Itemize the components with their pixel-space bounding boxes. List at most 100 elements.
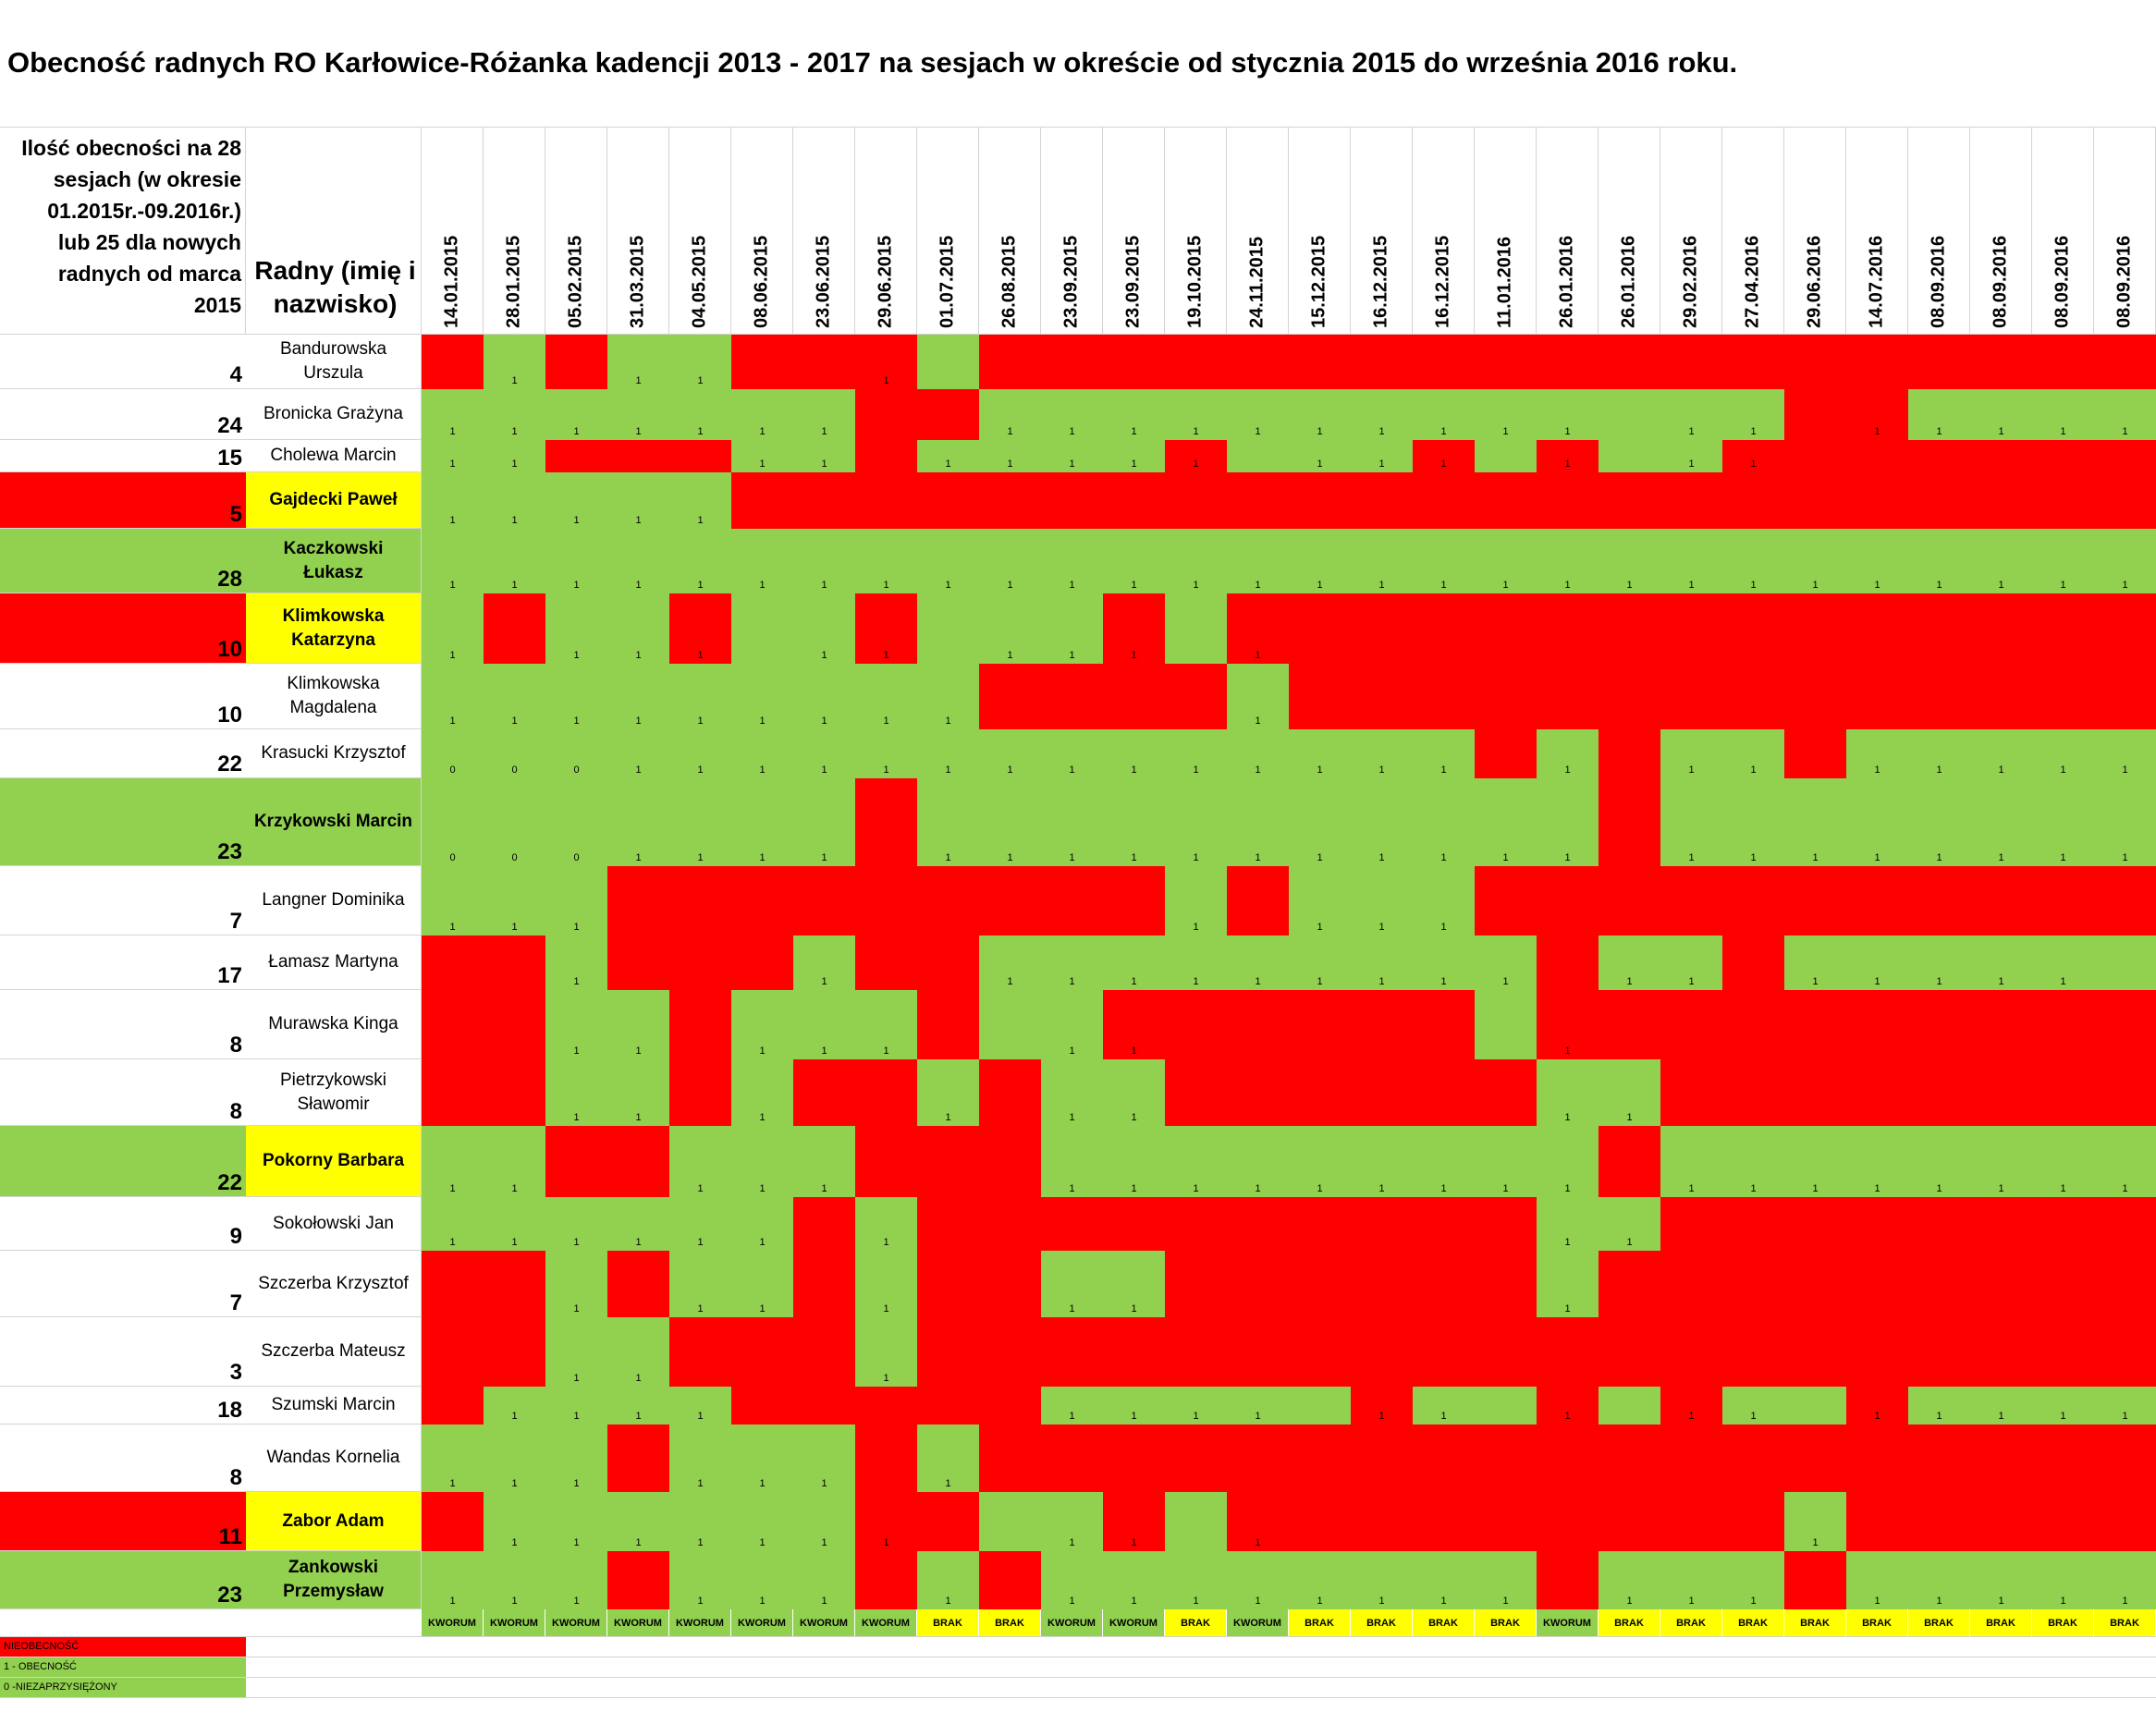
attendance-cell[interactable] bbox=[2094, 593, 2156, 664]
attendance-cell[interactable] bbox=[1722, 1492, 1784, 1551]
attendance-cell[interactable]: 1 bbox=[1227, 389, 1289, 440]
attendance-cell[interactable]: 1 bbox=[1413, 1126, 1475, 1197]
attendance-cell[interactable]: 1 bbox=[1103, 990, 1165, 1059]
attendance-cell[interactable] bbox=[1537, 335, 1599, 389]
attendance-cell[interactable] bbox=[2094, 935, 2156, 990]
attendance-cell[interactable] bbox=[1475, 866, 1537, 935]
attendance-cell[interactable] bbox=[1722, 1317, 1784, 1387]
attendance-cell[interactable]: 1 bbox=[484, 1126, 545, 1197]
date-header-cell[interactable]: 29.02.2016 bbox=[1660, 127, 1722, 335]
attendance-cell[interactable]: 1 bbox=[1970, 1126, 2032, 1197]
attendance-cell[interactable] bbox=[2032, 664, 2094, 729]
attendance-cell[interactable] bbox=[1970, 1197, 2032, 1251]
attendance-cell[interactable] bbox=[484, 1059, 545, 1126]
attendance-cell[interactable] bbox=[1784, 664, 1846, 729]
councillor-name-cell[interactable]: Kaczkowski Łukasz bbox=[246, 529, 422, 593]
quorum-status-cell[interactable]: BRAK bbox=[1413, 1609, 1475, 1636]
attendance-cell[interactable]: 1 bbox=[422, 866, 484, 935]
attendance-cell[interactable] bbox=[607, 935, 669, 990]
attendance-cell[interactable] bbox=[979, 472, 1041, 529]
attendance-cell[interactable]: 1 bbox=[1908, 778, 1970, 866]
attendance-cell[interactable]: 1 bbox=[1784, 529, 1846, 593]
councillor-name-cell[interactable]: Cholewa Marcin bbox=[246, 440, 422, 472]
attendance-cell[interactable]: 1 bbox=[1660, 440, 1722, 472]
attendance-cell[interactable] bbox=[1722, 1425, 1784, 1492]
attendance-cell[interactable]: 1 bbox=[422, 1425, 484, 1492]
attendance-cell[interactable] bbox=[1970, 335, 2032, 389]
attendance-cell[interactable]: 1 bbox=[422, 1551, 484, 1609]
councillor-name-cell[interactable]: Murawska Kinga bbox=[246, 990, 422, 1059]
attendance-cell[interactable] bbox=[855, 778, 917, 866]
attendance-cell[interactable]: 1 bbox=[1908, 1126, 1970, 1197]
councillor-name-cell[interactable]: Krzykowski Marcin bbox=[246, 778, 422, 866]
attendance-cell[interactable]: 1 bbox=[669, 1492, 731, 1551]
attendance-cell[interactable]: 1 bbox=[607, 778, 669, 866]
attendance-cell[interactable] bbox=[1103, 866, 1165, 935]
attendance-cell[interactable]: 1 bbox=[855, 1492, 917, 1551]
attendance-cell[interactable] bbox=[1846, 1197, 1908, 1251]
attendance-cell[interactable] bbox=[1475, 1197, 1537, 1251]
attendance-cell[interactable] bbox=[1660, 593, 1722, 664]
attendance-cell[interactable] bbox=[1908, 664, 1970, 729]
attendance-cell[interactable] bbox=[917, 1197, 979, 1251]
attendance-cell[interactable] bbox=[1351, 1251, 1413, 1317]
attendance-count-cell[interactable]: 7 bbox=[0, 1251, 246, 1317]
attendance-count-cell[interactable]: 8 bbox=[0, 990, 246, 1059]
attendance-cell[interactable]: 1 bbox=[1227, 729, 1289, 778]
attendance-cell[interactable] bbox=[917, 1317, 979, 1387]
attendance-cell[interactable] bbox=[1660, 1251, 1722, 1317]
attendance-cell[interactable] bbox=[1289, 472, 1351, 529]
quorum-status-cell[interactable]: BRAK bbox=[1289, 1609, 1351, 1636]
attendance-cell[interactable] bbox=[1970, 1059, 2032, 1126]
attendance-cell[interactable]: 1 bbox=[669, 664, 731, 729]
attendance-cell[interactable] bbox=[607, 440, 669, 472]
attendance-cell[interactable] bbox=[1660, 1425, 1722, 1492]
attendance-cell[interactable] bbox=[1351, 593, 1413, 664]
attendance-cell[interactable]: 1 bbox=[607, 664, 669, 729]
attendance-cell[interactable] bbox=[793, 335, 855, 389]
attendance-cell[interactable] bbox=[855, 389, 917, 440]
attendance-cell[interactable]: 1 bbox=[855, 593, 917, 664]
attendance-cell[interactable]: 1 bbox=[793, 1492, 855, 1551]
attendance-cell[interactable] bbox=[1722, 1059, 1784, 1126]
attendance-cell[interactable]: 1 bbox=[1599, 1551, 1660, 1609]
attendance-count-cell[interactable]: 22 bbox=[0, 729, 246, 778]
attendance-cell[interactable] bbox=[917, 389, 979, 440]
attendance-count-cell[interactable]: 5 bbox=[0, 472, 246, 529]
attendance-cell[interactable] bbox=[1103, 1425, 1165, 1492]
attendance-cell[interactable]: 1 bbox=[422, 472, 484, 529]
attendance-cell[interactable]: 1 bbox=[1103, 440, 1165, 472]
attendance-cell[interactable]: 1 bbox=[1908, 1387, 1970, 1425]
attendance-cell[interactable]: 1 bbox=[1289, 935, 1351, 990]
attendance-cell[interactable]: 1 bbox=[422, 389, 484, 440]
attendance-cell[interactable] bbox=[1970, 1317, 2032, 1387]
attendance-cell[interactable]: 1 bbox=[1846, 1126, 1908, 1197]
attendance-cell[interactable] bbox=[1041, 335, 1103, 389]
attendance-cell[interactable]: 1 bbox=[1227, 1551, 1289, 1609]
attendance-cell[interactable] bbox=[1660, 335, 1722, 389]
attendance-cell[interactable]: 1 bbox=[2032, 1126, 2094, 1197]
attendance-cell[interactable]: 1 bbox=[545, 664, 607, 729]
attendance-cell[interactable]: 1 bbox=[1351, 440, 1413, 472]
attendance-cell[interactable] bbox=[979, 1492, 1041, 1551]
attendance-cell[interactable] bbox=[2094, 440, 2156, 472]
attendance-cell[interactable] bbox=[422, 990, 484, 1059]
attendance-cell[interactable]: 1 bbox=[793, 729, 855, 778]
attendance-cell[interactable] bbox=[484, 990, 545, 1059]
attendance-cell[interactable] bbox=[1784, 729, 1846, 778]
attendance-cell[interactable]: 1 bbox=[1846, 729, 1908, 778]
attendance-cell[interactable]: 1 bbox=[731, 1492, 793, 1551]
attendance-cell[interactable]: 1 bbox=[917, 1425, 979, 1492]
attendance-cell[interactable]: 1 bbox=[1846, 778, 1908, 866]
attendance-cell[interactable] bbox=[793, 472, 855, 529]
attendance-cell[interactable] bbox=[1908, 1492, 1970, 1551]
attendance-cell[interactable]: 1 bbox=[1475, 1551, 1537, 1609]
attendance-cell[interactable] bbox=[1351, 1197, 1413, 1251]
attendance-cell[interactable]: 1 bbox=[1537, 1197, 1599, 1251]
quorum-status-cell[interactable]: KWORUM bbox=[1103, 1609, 1165, 1636]
attendance-cell[interactable]: 1 bbox=[855, 1251, 917, 1317]
attendance-cell[interactable] bbox=[484, 593, 545, 664]
attendance-cell[interactable]: 1 bbox=[1599, 935, 1660, 990]
attendance-cell[interactable] bbox=[1413, 1492, 1475, 1551]
attendance-cell[interactable]: 1 bbox=[1908, 1551, 1970, 1609]
